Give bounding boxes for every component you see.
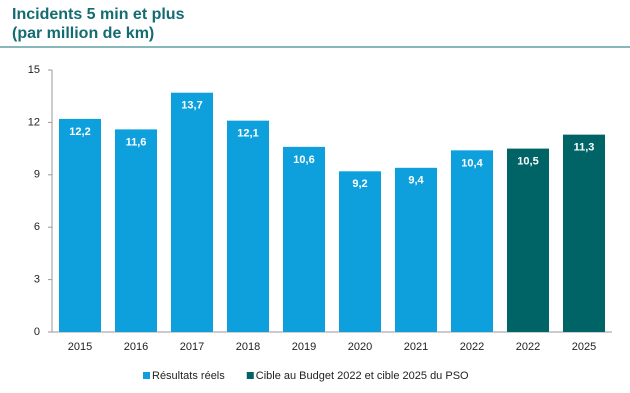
- y-tick-label: 12: [28, 116, 40, 128]
- legend-label: Cible au Budget 2022 et cible 2025 du PS…: [256, 370, 469, 382]
- value-label: 10,5: [517, 156, 538, 168]
- value-label: 13,7: [181, 100, 202, 112]
- bar: [563, 134, 605, 332]
- legend-swatch: [246, 372, 254, 379]
- chart-title: Incidents 5 min et plus: [12, 6, 185, 23]
- value-label: 12,2: [69, 126, 90, 138]
- value-label: 12,1: [237, 128, 258, 140]
- bar: [507, 148, 549, 332]
- x-tick-label: 2022: [516, 341, 540, 353]
- bar: [283, 146, 325, 332]
- value-label: 11,6: [126, 136, 147, 148]
- y-tick-label: 15: [28, 64, 40, 76]
- y-tick-label: 3: [34, 274, 40, 286]
- bar: [115, 129, 157, 332]
- y-tick-label: 6: [34, 221, 40, 233]
- chart-subtitle: (par million de km): [12, 25, 154, 42]
- value-label: 9,4: [408, 175, 424, 187]
- value-label: 11,3: [574, 142, 595, 154]
- x-tick-label: 2020: [348, 341, 372, 353]
- y-tick-label: 0: [34, 326, 40, 338]
- bar: [59, 118, 101, 332]
- legend-swatch: [143, 372, 150, 379]
- x-tick-label: 2019: [292, 341, 316, 353]
- x-tick-label: 2017: [180, 341, 204, 353]
- x-tick-label: 2016: [124, 341, 148, 353]
- bar: [227, 120, 269, 332]
- x-tick-label: 2021: [404, 341, 428, 353]
- x-tick-label: 2022: [460, 341, 484, 353]
- y-tick-label: 9: [34, 169, 40, 181]
- x-tick-label: 2025: [572, 341, 596, 353]
- value-label: 10,6: [293, 154, 314, 166]
- legend-label: Résultats réels: [152, 370, 225, 382]
- value-label: 9,2: [352, 178, 367, 190]
- bar: [395, 167, 437, 332]
- bar: [451, 150, 493, 332]
- x-tick-label: 2015: [68, 341, 92, 353]
- bar: [171, 92, 213, 332]
- bar: [339, 171, 381, 332]
- value-label: 10,4: [461, 157, 483, 169]
- x-tick-label: 2018: [236, 341, 260, 353]
